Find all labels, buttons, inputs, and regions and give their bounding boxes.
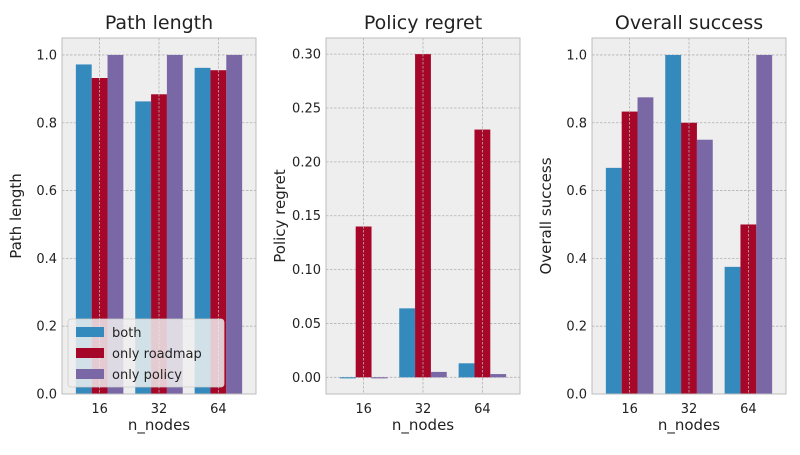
y-tick-label: 0.4 bbox=[36, 252, 57, 267]
y-tick-label: 0.30 bbox=[292, 48, 321, 63]
y-tick-label: 0.8 bbox=[36, 116, 57, 131]
x-axis-label: n_nodes bbox=[658, 416, 720, 435]
x-tick-label: 16 bbox=[355, 402, 372, 417]
x-tick-label: 64 bbox=[740, 402, 757, 417]
chart-title: Path length bbox=[105, 12, 213, 34]
chart-title: Overall success bbox=[615, 12, 763, 34]
x-tick-label: 16 bbox=[91, 402, 108, 417]
bar-only-policy-64 bbox=[226, 54, 243, 394]
bar-only-policy-32 bbox=[696, 139, 713, 394]
plot-frame bbox=[325, 37, 521, 395]
bar-only-policy-16 bbox=[107, 54, 124, 394]
bar-only-roadmap-64 bbox=[474, 129, 491, 378]
x-axis-label: n_nodes bbox=[128, 416, 190, 435]
y-tick-label: 0.2 bbox=[36, 320, 57, 335]
chart-panel-2: 0.00 0.05 0.10 0.15 0.20 0.25 0.30 16 32 64 Policy… bbox=[271, 12, 521, 435]
legend-label: both bbox=[112, 326, 142, 341]
y-tick-label: 0.20 bbox=[292, 155, 321, 170]
bar-both-64 bbox=[724, 266, 741, 394]
x-tick-label: 64 bbox=[210, 402, 227, 417]
y-axis-label: Overall success bbox=[537, 157, 555, 274]
y-tick-label: 0.4 bbox=[566, 252, 587, 267]
bar-only-roadmap-16 bbox=[621, 111, 638, 394]
y-tick-label: 0.2 bbox=[566, 320, 587, 335]
chart-panel-3: 0.0 0.2 0.4 0.6 0.8 1.0 16 32 64 Overall success n… bbox=[537, 12, 787, 435]
x-tick-label: 16 bbox=[621, 402, 638, 417]
bar-only-roadmap-16 bbox=[355, 226, 372, 378]
bar-only-policy-16 bbox=[637, 97, 654, 394]
bar-both-32 bbox=[665, 54, 682, 394]
bar-both-64 bbox=[194, 67, 211, 395]
legend-swatch bbox=[76, 369, 104, 379]
y-tick-label: 1.0 bbox=[566, 48, 587, 63]
bar-only-policy-32 bbox=[430, 371, 447, 378]
bar-only-roadmap-64 bbox=[740, 224, 757, 394]
bar-both-16 bbox=[605, 167, 622, 394]
bar-both-32 bbox=[399, 308, 416, 378]
y-tick-label: 0.00 bbox=[292, 371, 321, 386]
bar-both-16 bbox=[75, 64, 92, 395]
y-axis-label: Path length bbox=[7, 173, 25, 259]
y-tick-label: 0.8 bbox=[566, 116, 587, 131]
legend-label: only policy bbox=[112, 368, 182, 383]
x-tick-label: 32 bbox=[415, 402, 432, 417]
bar-both-64 bbox=[458, 363, 475, 378]
chart-title: Policy regret bbox=[364, 12, 482, 34]
bar-only-policy-64 bbox=[756, 54, 773, 394]
legend-box bbox=[67, 318, 225, 388]
y-tick-label: 0.0 bbox=[566, 388, 587, 403]
bar-only-policy-16 bbox=[371, 377, 388, 379]
legend-label: only roadmap bbox=[112, 347, 202, 362]
y-tick-label: 0.10 bbox=[292, 263, 321, 278]
plot-frame bbox=[591, 37, 787, 395]
y-tick-label: 0.0 bbox=[36, 388, 57, 403]
y-tick-label: 0.6 bbox=[36, 184, 57, 199]
y-tick-label: 0.15 bbox=[292, 209, 321, 224]
y-axis-label: Policy regret bbox=[271, 169, 289, 263]
x-tick-label: 32 bbox=[681, 402, 698, 417]
y-tick-label: 0.05 bbox=[292, 317, 321, 332]
x-tick-label: 32 bbox=[151, 402, 168, 417]
y-tick-label: 1.0 bbox=[36, 48, 57, 63]
bar-both-16 bbox=[339, 377, 356, 379]
bar-only-policy-64 bbox=[490, 374, 507, 378]
x-tick-label: 64 bbox=[474, 402, 491, 417]
y-tick-label: 0.25 bbox=[292, 102, 321, 117]
y-tick-label: 0.6 bbox=[566, 184, 587, 199]
chart-panel-1: 0.0 0.2 0.4 0.6 0.8 1.0 16 32 64 Path length n_nod… bbox=[7, 12, 257, 435]
bar-only-policy-32 bbox=[166, 54, 183, 394]
legend: both only roadmap only policy bbox=[67, 318, 225, 388]
plot-frame bbox=[61, 37, 257, 395]
x-axis-label: n_nodes bbox=[392, 416, 454, 435]
legend-swatch bbox=[76, 327, 104, 337]
legend-swatch bbox=[76, 348, 104, 358]
